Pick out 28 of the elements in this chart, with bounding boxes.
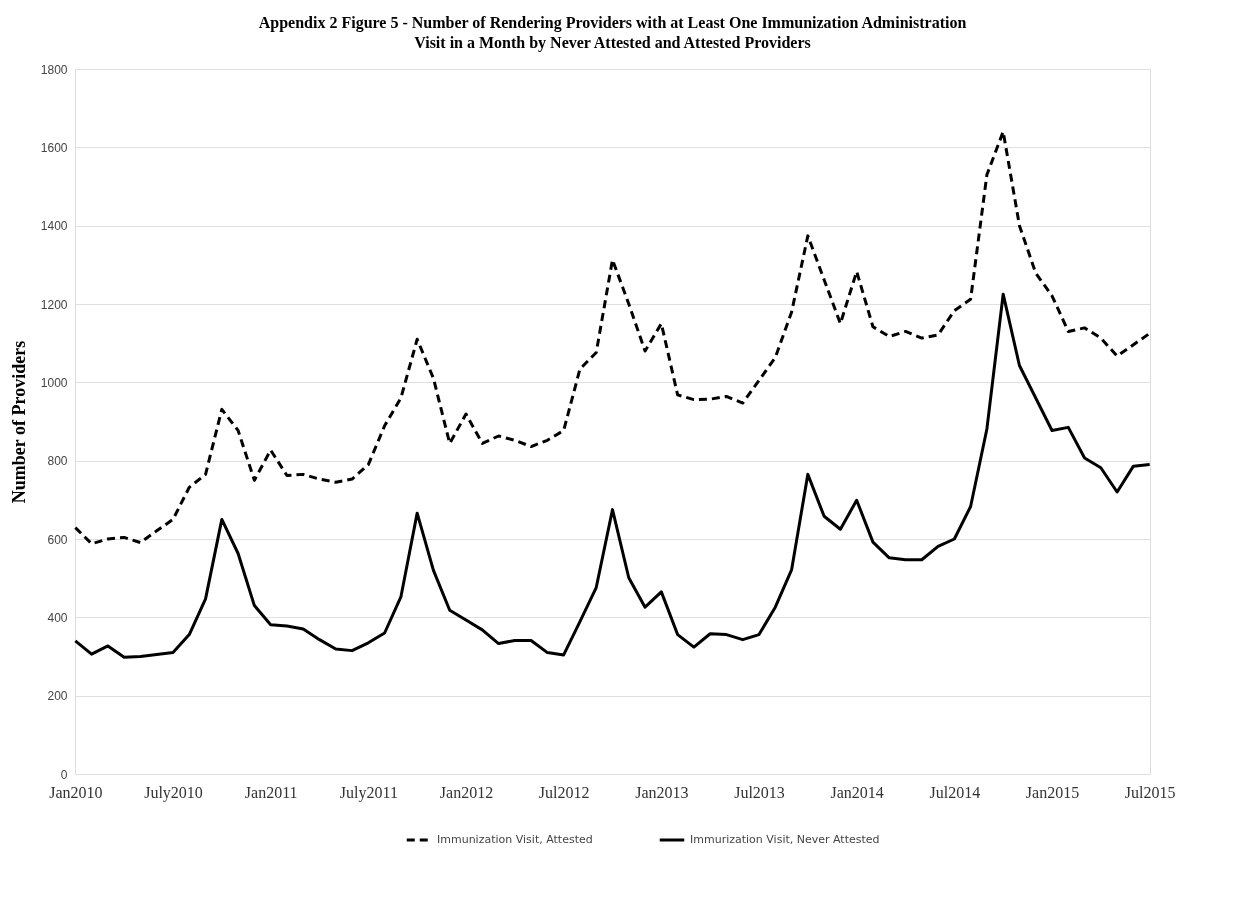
y-tick-label: 1800 [40,62,68,77]
y-axis-title: Number of Providers [8,340,29,504]
x-tick-label: July2010 [144,783,203,802]
x-tick-label: Jan2015 [1025,783,1080,801]
x-tick-label: Jul2013 [734,783,785,801]
chart-title: Appendix 2 Figure 5 - Number of Rendering Providers with at Least One Immunization Administration Visit in a Month by Never Attested and Attested Providers [258,14,967,52]
x-tick-label: Jul2014 [929,783,981,801]
y-tick-label: 1200 [40,297,68,312]
legend-label: Immurization Visit, Never Attested [690,833,880,846]
x-tick-label: July2011 [339,783,398,802]
y-tick-label: 200 [47,689,68,704]
line-series [73,292,1152,659]
x-tick-label: Jan2012 [439,783,494,801]
line-series [73,130,1152,546]
x-tick-label: Jan2013 [635,783,689,801]
legend-label: Immunization Visit, Attested [437,833,593,846]
x-tick-label: Jan2014 [830,783,884,801]
x-tick-label: Jul2015 [1124,783,1176,801]
x-tick-label: Jan2011 [244,783,298,801]
y-tick-label: 1600 [40,140,68,155]
y-tick-label: 1000 [40,375,68,390]
y-tick-label: 600 [47,532,68,547]
x-tick-label: Jan2010 [49,783,103,801]
y-tick-label: 400 [47,610,68,625]
x-tick-label: Jul2012 [538,783,590,801]
y-tick-label: 1400 [40,219,68,234]
y-tick-label: 0 [60,767,68,782]
y-tick-label: 800 [47,454,68,469]
